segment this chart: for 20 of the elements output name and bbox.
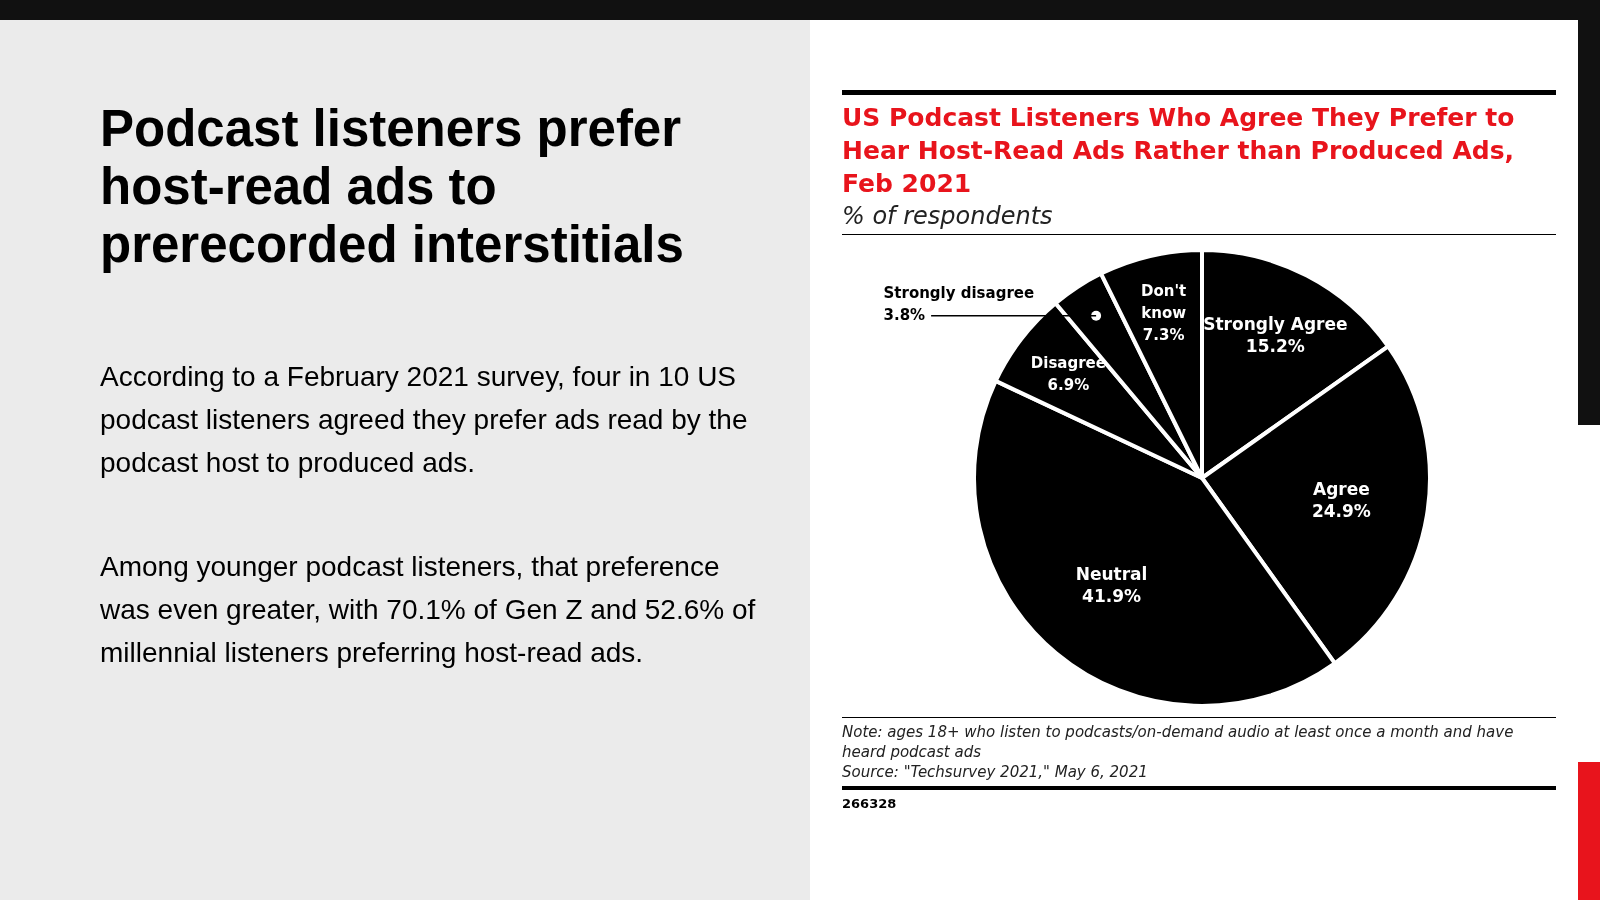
text: 266328 — [842, 786, 1556, 811]
data-label: 15.2% — [1245, 335, 1305, 356]
slice-label: Strongly disagree — [883, 283, 1035, 302]
text: Note: ages 18+ who listen to podcasts/on-demand audio at least once a month and have heard podcast ads — [842, 722, 1515, 762]
data-label: 41.9% — [1082, 586, 1142, 607]
chart-subtitle: % of respondents — [842, 202, 1556, 235]
text: Among younger podcast listeners, that preference was even greater, with 70.1% of Gen Z and 52.6% of millennial listeners preferring host-read ads. — [100, 550, 757, 670]
slice-label: Strongly Agree — [1203, 313, 1348, 334]
slice-label: Neutral — [1075, 564, 1148, 585]
slice-label: Agree — [1313, 478, 1370, 499]
text: According to a February 2021 survey, four in 10 US podcast listeners agreed they prefer ads read by the podcast host to produced ads. — [100, 360, 749, 480]
data-label: 6.9% — [1047, 375, 1090, 394]
slice-label: Don't know — [1141, 281, 1187, 322]
data-label: 7.3% — [1142, 325, 1185, 344]
source-note: Source: "Techsurvey 2021," May 6, 2021 — [842, 762, 1149, 782]
text: Podcast listeners prefer host-read ads to prerecorded interstitials — [100, 100, 685, 274]
chart-title: US Podcast Listeners Who Agree They Prefer to Hear Host-Read Ads Rather than Produced Ads, Feb 2021 — [842, 90, 1556, 200]
data-label: 24.9% — [1311, 500, 1371, 521]
slice-label: Disagree — [1030, 353, 1106, 372]
data-label: 3.8% — [883, 305, 926, 324]
